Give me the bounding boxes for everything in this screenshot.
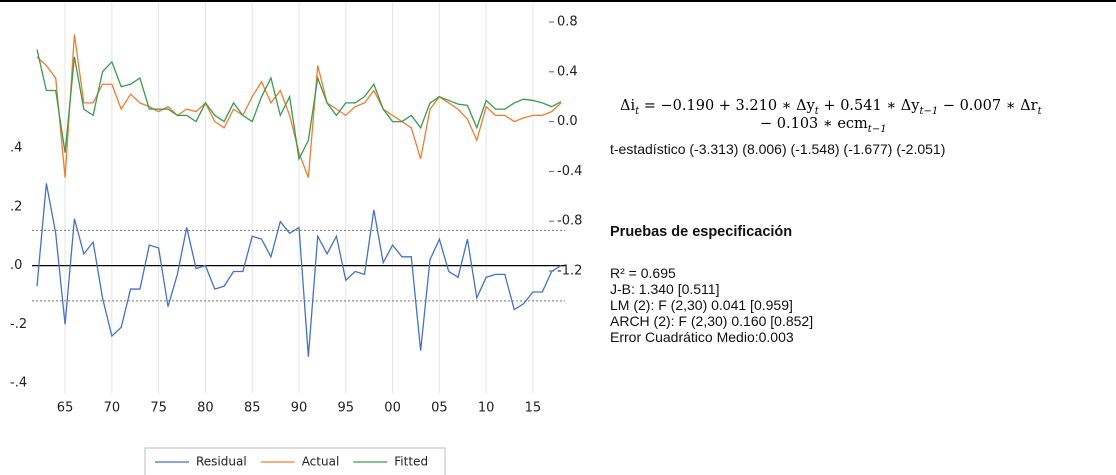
x-tick-label: 15 [525, 401, 542, 416]
tests-title: Pruebas de especificación [610, 224, 793, 240]
equation-subscript: t [1037, 105, 1042, 117]
test-item: R² = 0.695 [610, 265, 676, 281]
y-tick-label: -.2 [10, 317, 27, 332]
y-tick-label: .0 [10, 258, 22, 273]
equation-subscript: t−1 [867, 123, 887, 135]
x-tick-label: 75 [150, 401, 167, 416]
test-item: J-B: 1.340 [0.511] [610, 281, 720, 297]
x-tick-label: 95 [338, 401, 355, 416]
equation-line: − 0.103 ∗ ecmt−1 [760, 116, 887, 135]
equation-line: Δit = −0.190 + 3.210 ∗ Δyt + 0.541 ∗ Δyt… [620, 98, 1042, 117]
legend-label: Fitted [394, 455, 428, 469]
y-tick-label: -.4 [10, 376, 27, 391]
legend-label: Actual [302, 455, 340, 469]
series-line [36, 49, 562, 162]
x-tick-label: 90 [291, 401, 308, 416]
x-tick-label: 70 [104, 401, 121, 416]
y2-tick-label: -0.4 [557, 164, 582, 179]
y2-tick-label: 0.0 [557, 114, 578, 129]
series-line [36, 183, 562, 357]
x-tick-label: 85 [244, 401, 261, 416]
equation-text: + 0.541 ∗ Δy [818, 98, 920, 114]
x-tick-label: 05 [431, 401, 448, 416]
series-line [36, 34, 562, 178]
top-rule [0, 0, 1116, 2]
test-item: LM (2): F (2,30) 0.041 [0.959] [610, 297, 793, 313]
tests-list: R² = 0.695 J-B: 1.340 [0.511] LM (2): F (2… [610, 265, 813, 345]
equation-subscript: t−1 [919, 105, 939, 117]
y2-tick-label: -0.8 [557, 214, 582, 229]
y-tick-label: .2 [10, 199, 22, 214]
equation-text: − 0.007 ∗ Δr [938, 98, 1038, 114]
equation-subscript: t [635, 105, 640, 117]
equation-subscript: t [814, 105, 819, 117]
y-tick-label: .4 [10, 141, 22, 156]
x-tick-label: 65 [57, 401, 74, 416]
legend-box [144, 447, 446, 475]
chart: 65 70 75 80 85 90 95 00 05 10 15 .4 .2 .0 -.2 -.4 0.8 0.4… [10, 2, 582, 475]
y2-tick-label: 0.8 [557, 15, 578, 30]
y2-tick-label: -1.2 [557, 263, 582, 278]
x-tick-label: 10 [478, 401, 495, 416]
legend-label: Residual [196, 455, 247, 469]
t-stats: t-estadístico (-3.313) (8.006) (-1.548) … [610, 141, 946, 157]
test-item: Error Cuadrático Medio:0.003 [610, 329, 794, 345]
equation-text: Δi [620, 98, 636, 114]
y2-tick-label: 0.4 [557, 64, 578, 79]
equation-text: = −0.190 + 3.210 ∗ Δy [639, 98, 815, 114]
test-item: ARCH (2): F (2,30) 0.160 [0.852] [610, 313, 814, 329]
x-tick-label: 80 [197, 401, 214, 416]
equation-text: − 0.103 ∗ ecm [760, 116, 868, 132]
x-tick-label: 00 [384, 401, 401, 416]
